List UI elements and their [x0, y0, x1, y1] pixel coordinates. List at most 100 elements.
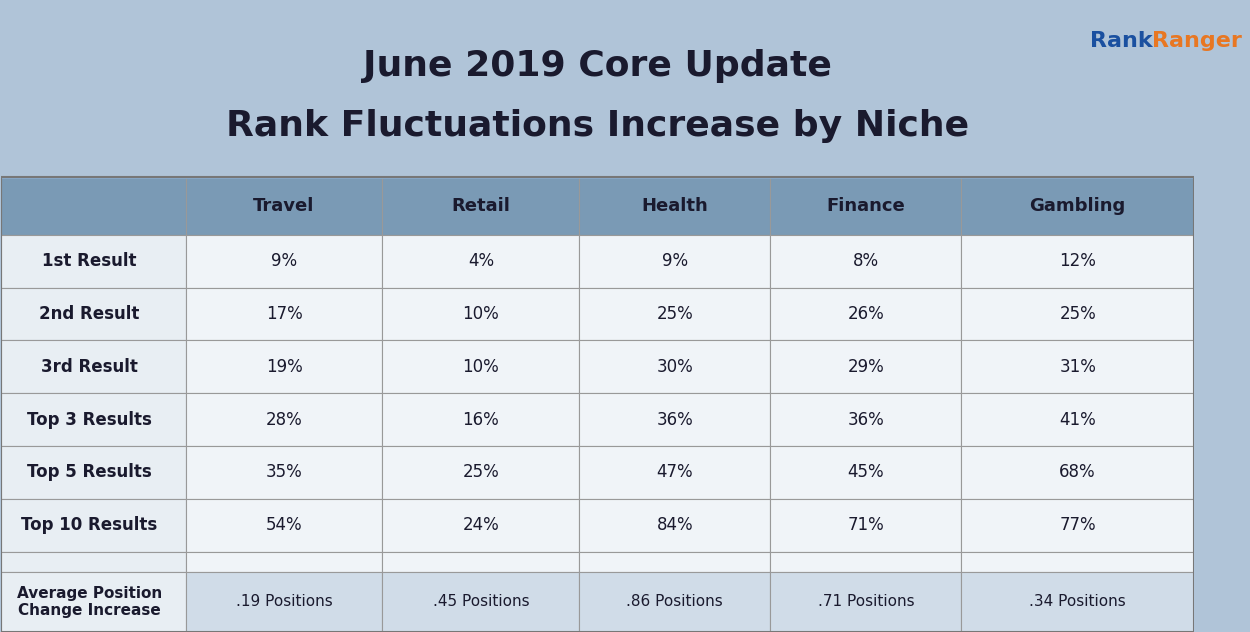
Text: Rank Fluctuations Increase by Niche: Rank Fluctuations Increase by Niche — [226, 109, 969, 143]
FancyBboxPatch shape — [770, 288, 961, 341]
FancyBboxPatch shape — [185, 234, 382, 288]
FancyBboxPatch shape — [0, 19, 1194, 177]
FancyBboxPatch shape — [580, 234, 770, 288]
Text: 36%: 36% — [656, 411, 694, 428]
Text: 45%: 45% — [848, 463, 884, 482]
FancyBboxPatch shape — [382, 572, 580, 632]
Text: .71 Positions: .71 Positions — [818, 594, 914, 609]
FancyBboxPatch shape — [0, 393, 185, 446]
FancyBboxPatch shape — [961, 234, 1194, 288]
Text: Top 5 Results: Top 5 Results — [28, 463, 151, 482]
Text: .34 Positions: .34 Positions — [1029, 594, 1126, 609]
FancyBboxPatch shape — [580, 288, 770, 341]
FancyBboxPatch shape — [382, 393, 580, 446]
Text: Health: Health — [641, 197, 709, 215]
Text: June 2019 Core Update: June 2019 Core Update — [362, 49, 831, 83]
Text: Ranger: Ranger — [1152, 31, 1242, 51]
Text: 29%: 29% — [848, 358, 884, 376]
FancyBboxPatch shape — [580, 499, 770, 552]
FancyBboxPatch shape — [770, 499, 961, 552]
Text: 25%: 25% — [1059, 305, 1096, 323]
FancyBboxPatch shape — [185, 552, 382, 572]
FancyBboxPatch shape — [0, 341, 185, 393]
FancyBboxPatch shape — [0, 552, 185, 572]
FancyBboxPatch shape — [382, 341, 580, 393]
FancyBboxPatch shape — [185, 393, 382, 446]
Text: Travel: Travel — [254, 197, 315, 215]
Text: 10%: 10% — [462, 305, 499, 323]
Text: 26%: 26% — [848, 305, 884, 323]
Text: 9%: 9% — [661, 252, 688, 270]
FancyBboxPatch shape — [961, 572, 1194, 632]
FancyBboxPatch shape — [961, 446, 1194, 499]
Text: 1st Result: 1st Result — [42, 252, 136, 270]
Text: 30%: 30% — [656, 358, 694, 376]
FancyBboxPatch shape — [382, 177, 580, 234]
FancyBboxPatch shape — [770, 177, 961, 234]
FancyBboxPatch shape — [580, 177, 770, 234]
FancyBboxPatch shape — [961, 499, 1194, 552]
FancyBboxPatch shape — [185, 177, 382, 234]
Text: 71%: 71% — [848, 516, 884, 534]
FancyBboxPatch shape — [382, 499, 580, 552]
FancyBboxPatch shape — [770, 572, 961, 632]
Text: 16%: 16% — [462, 411, 499, 428]
Text: 8%: 8% — [853, 252, 879, 270]
Text: 25%: 25% — [462, 463, 499, 482]
Text: 19%: 19% — [266, 358, 302, 376]
FancyBboxPatch shape — [185, 499, 382, 552]
Text: 25%: 25% — [656, 305, 694, 323]
Text: 84%: 84% — [656, 516, 694, 534]
Text: 9%: 9% — [271, 252, 298, 270]
FancyBboxPatch shape — [961, 177, 1194, 234]
FancyBboxPatch shape — [185, 341, 382, 393]
Text: 3rd Result: 3rd Result — [41, 358, 138, 376]
FancyBboxPatch shape — [580, 552, 770, 572]
Text: 10%: 10% — [462, 358, 499, 376]
FancyBboxPatch shape — [770, 341, 961, 393]
Text: .45 Positions: .45 Positions — [432, 594, 529, 609]
FancyBboxPatch shape — [580, 393, 770, 446]
FancyBboxPatch shape — [0, 177, 185, 234]
Text: 41%: 41% — [1059, 411, 1096, 428]
FancyBboxPatch shape — [580, 341, 770, 393]
FancyBboxPatch shape — [185, 572, 382, 632]
Text: Finance: Finance — [826, 197, 905, 215]
FancyBboxPatch shape — [0, 499, 185, 552]
Text: 17%: 17% — [266, 305, 302, 323]
Text: Gambling: Gambling — [1030, 197, 1126, 215]
FancyBboxPatch shape — [770, 446, 961, 499]
Text: 77%: 77% — [1059, 516, 1096, 534]
FancyBboxPatch shape — [0, 288, 185, 341]
Text: Top 3 Results: Top 3 Results — [28, 411, 151, 428]
Text: 35%: 35% — [266, 463, 302, 482]
Text: 36%: 36% — [848, 411, 884, 428]
Text: 4%: 4% — [468, 252, 494, 270]
FancyBboxPatch shape — [961, 552, 1194, 572]
FancyBboxPatch shape — [0, 446, 185, 499]
Text: .19 Positions: .19 Positions — [236, 594, 332, 609]
FancyBboxPatch shape — [770, 393, 961, 446]
FancyBboxPatch shape — [770, 552, 961, 572]
Text: 24%: 24% — [462, 516, 499, 534]
Text: Top 10 Results: Top 10 Results — [21, 516, 158, 534]
FancyBboxPatch shape — [0, 234, 185, 288]
FancyBboxPatch shape — [961, 393, 1194, 446]
Text: .86 Positions: .86 Positions — [626, 594, 724, 609]
FancyBboxPatch shape — [961, 288, 1194, 341]
Text: 31%: 31% — [1059, 358, 1096, 376]
FancyBboxPatch shape — [580, 572, 770, 632]
FancyBboxPatch shape — [0, 572, 185, 632]
FancyBboxPatch shape — [382, 446, 580, 499]
Text: Rank: Rank — [1090, 31, 1152, 51]
Text: 54%: 54% — [266, 516, 302, 534]
Text: 28%: 28% — [266, 411, 302, 428]
Text: Retail: Retail — [451, 197, 510, 215]
FancyBboxPatch shape — [770, 234, 961, 288]
FancyBboxPatch shape — [382, 234, 580, 288]
FancyBboxPatch shape — [961, 341, 1194, 393]
FancyBboxPatch shape — [382, 288, 580, 341]
FancyBboxPatch shape — [185, 288, 382, 341]
FancyBboxPatch shape — [185, 446, 382, 499]
Text: 12%: 12% — [1059, 252, 1096, 270]
